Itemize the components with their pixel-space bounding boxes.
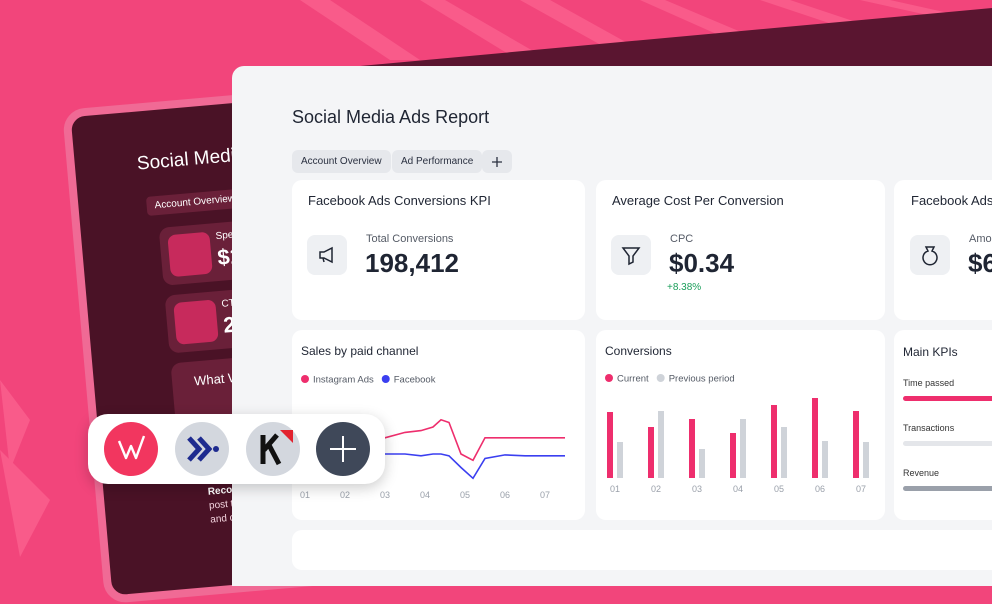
icon <box>167 231 213 278</box>
kpi-label: Amo <box>969 233 992 245</box>
report-title: Social Media Ads Report <box>292 107 490 127</box>
back-tab: Account Overview <box>145 188 244 216</box>
legend-marker <box>301 375 309 383</box>
icon <box>307 235 347 275</box>
back-title: Social Media <box>136 144 247 175</box>
background <box>0 0 992 557</box>
bar <box>607 412 613 478</box>
kpi-label: Total Conversions <box>366 233 454 245</box>
x-tick-label: 05 <box>774 484 784 494</box>
legend-label: Facebook <box>394 375 436 386</box>
bar <box>699 449 705 478</box>
kpi-card: Facebook Ads Conversions KPI Total Conve… <box>292 180 585 320</box>
kpi-label: CPC <box>670 233 694 245</box>
legend-label: Instagram Ads <box>313 375 374 386</box>
tab[interactable]: Account Overview <box>292 150 391 173</box>
bar <box>822 441 828 478</box>
kpi-value: $0.34 <box>669 248 735 278</box>
tab[interactable]: Ad Performance <box>392 150 483 173</box>
bar <box>781 427 787 478</box>
icon <box>173 299 219 345</box>
add-tab[interactable] <box>482 150 512 173</box>
x-tick-label: 03 <box>380 490 390 500</box>
icon <box>910 235 950 275</box>
integrations-pill <box>88 414 385 484</box>
bar <box>812 398 818 478</box>
plus-icon <box>492 157 502 167</box>
kpi-title: Facebook Ads <box>911 193 992 208</box>
x-tick-label: 06 <box>500 490 510 500</box>
kpi-item: Time passed <box>903 378 955 388</box>
legend-label: Current <box>617 374 649 385</box>
kpi-title: Facebook Ads Conversions KPI <box>308 193 491 208</box>
kpi-item: Transactions <box>903 423 955 433</box>
x-tick-label: 07 <box>540 490 550 500</box>
x-tick-label: 04 <box>420 490 430 500</box>
kpi-value: $6 <box>968 248 992 278</box>
x-tick-label: 05 <box>460 490 470 500</box>
chart-card: Sales by paid channel Instagram Ads Facebo… <box>292 330 585 520</box>
icon <box>611 235 651 275</box>
progress-bar <box>903 486 992 491</box>
bar <box>853 411 859 478</box>
x-tick-label: 01 <box>610 484 620 494</box>
bar <box>648 427 654 478</box>
kpi-item: Revenue <box>903 468 940 478</box>
legend-marker <box>656 374 665 382</box>
kpi-value: 198,412 <box>365 248 459 278</box>
bar <box>689 419 695 478</box>
summary-card <box>292 530 992 570</box>
chart-card: Conversions Current Previous period 01 02 03 0… <box>596 330 885 520</box>
main-kpis-title: Main KPIs <box>903 345 958 359</box>
x-tick-label: 03 <box>692 484 702 494</box>
legend-marker <box>605 374 613 382</box>
x-tick-label: 04 <box>733 484 743 494</box>
bar <box>617 442 623 478</box>
bar <box>771 405 777 478</box>
kpi-card: Average Cost Per Conversion CPC $0.34 +8… <box>596 180 885 320</box>
bar <box>730 433 736 478</box>
chart-title: Sales by paid channel <box>301 344 418 358</box>
bar <box>658 411 664 478</box>
chart-title: Conversions <box>605 344 672 358</box>
bar <box>740 419 746 478</box>
main-kpis-card: Main KPIs Time passed Transactions Reven… <box>894 330 992 520</box>
kpi-card: Facebook Ads Amo $6 <box>894 180 992 320</box>
progress-bar <box>903 441 992 446</box>
legend-label: Previous period <box>669 374 735 385</box>
progress-bar <box>903 396 992 401</box>
bar <box>863 442 869 478</box>
x-tick-label: 06 <box>815 484 825 494</box>
x-tick-label: 07 <box>856 484 866 494</box>
kpi-change: +8.38% <box>667 282 702 293</box>
legend-marker <box>381 375 390 383</box>
logos <box>104 422 370 476</box>
x-tick-label: 01 <box>300 490 310 500</box>
kpi-title: Average Cost Per Conversion <box>612 193 784 208</box>
x-tick-label: 02 <box>651 484 661 494</box>
x-tick-label: 02 <box>340 490 350 500</box>
bar-chart: Conversions Current Previous period 01 02 03 0… <box>605 344 869 494</box>
